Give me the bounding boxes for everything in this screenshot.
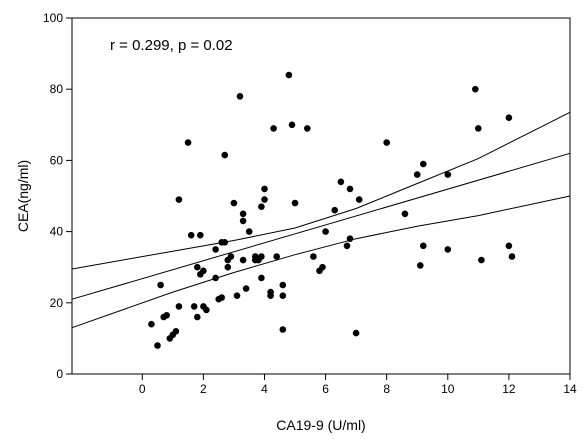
data-point [322, 228, 329, 235]
data-point [413, 171, 421, 178]
data-point [505, 242, 513, 250]
data-point [163, 312, 170, 319]
y-tick-label: 40 [50, 225, 64, 239]
data-point [258, 253, 265, 260]
data-point [224, 263, 232, 271]
data-point [420, 242, 427, 250]
data-point [444, 171, 452, 178]
data-point [279, 292, 287, 300]
data-point [346, 235, 354, 242]
data-point [475, 125, 482, 132]
data-point [270, 125, 277, 132]
x-tick-label: 4 [261, 382, 268, 396]
y-tick-label: 80 [50, 82, 64, 96]
data-point [221, 239, 229, 246]
x-tick-label: 8 [383, 382, 390, 396]
data-point [310, 253, 317, 260]
y-axis-ticks: 0 20 40 60 80 100 [43, 11, 72, 381]
data-point [505, 114, 513, 121]
data-point [212, 274, 219, 282]
data-point [337, 178, 345, 186]
data-point [355, 196, 363, 203]
data-point [279, 281, 287, 289]
data-point [285, 71, 293, 79]
data-point [444, 246, 452, 253]
data-point [288, 121, 296, 129]
data-point [346, 185, 354, 193]
data-point [172, 328, 180, 335]
data-point [273, 253, 281, 260]
data-point [239, 217, 247, 225]
plot-frame [71, 17, 571, 375]
upper-confidence-line [71, 111, 571, 270]
y-tick-label: 60 [50, 153, 64, 167]
data-point [194, 313, 201, 321]
data-point [175, 303, 183, 310]
data-point [352, 329, 360, 337]
lower-confidence-line [71, 195, 571, 329]
correlation-annotation: r = 0.299, p = 0.02 [110, 37, 233, 54]
data-point [233, 292, 241, 300]
data-point [417, 262, 424, 269]
data-point [187, 231, 195, 239]
x-tick-label: 14 [563, 382, 577, 396]
data-point [245, 228, 253, 235]
data-point [239, 210, 247, 218]
x-tick-label: 12 [502, 382, 516, 396]
data-point [267, 288, 274, 296]
data-point [401, 210, 409, 218]
data-points [148, 71, 516, 349]
data-point [261, 185, 268, 193]
data-point [221, 151, 229, 159]
y-axis-title: CEA(ng/ml) [15, 160, 31, 232]
x-tick-label: 10 [441, 382, 455, 396]
data-point [239, 256, 247, 264]
data-point [157, 281, 164, 289]
data-point [343, 242, 351, 250]
data-point [175, 196, 183, 203]
data-point [258, 274, 265, 282]
x-tick-label: 0 [139, 382, 146, 396]
y-tick-label: 0 [56, 367, 63, 381]
data-point [472, 85, 479, 93]
data-point [227, 253, 235, 260]
y-tick-label: 100 [43, 11, 63, 25]
data-point [319, 263, 326, 271]
data-point [190, 303, 198, 310]
confidence-lines [71, 111, 571, 329]
data-point [197, 231, 204, 239]
x-axis-title: CA19-9 (U/ml) [276, 417, 365, 433]
data-point [242, 285, 250, 292]
data-point [291, 199, 299, 207]
data-point [218, 294, 225, 301]
data-point [508, 253, 516, 260]
data-point [304, 125, 311, 132]
data-point [258, 203, 265, 210]
data-point [230, 199, 238, 207]
data-point [279, 326, 287, 333]
data-point [194, 263, 201, 271]
regression-line [71, 152, 571, 300]
data-point [200, 267, 207, 275]
data-point [212, 246, 219, 253]
data-point [154, 342, 161, 349]
data-point [383, 139, 391, 146]
data-point [184, 139, 192, 146]
data-point [478, 256, 485, 264]
data-point [261, 196, 268, 203]
data-point [236, 93, 244, 100]
y-tick-label: 20 [50, 296, 64, 310]
data-point [203, 306, 210, 314]
data-point [331, 206, 339, 214]
data-point [148, 320, 155, 328]
x-tick-label: 2 [200, 382, 207, 396]
x-tick-label: 6 [322, 382, 329, 396]
x-axis-ticks: 0 2 4 6 8 10 12 14 [139, 374, 577, 396]
data-point [420, 160, 427, 168]
